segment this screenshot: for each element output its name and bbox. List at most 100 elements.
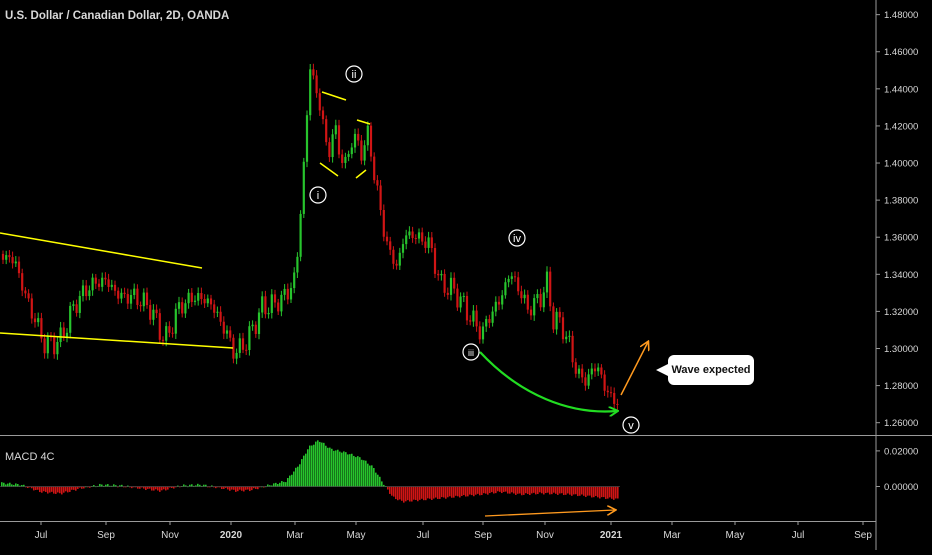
macd-bar bbox=[141, 486, 143, 488]
macd-bar bbox=[469, 486, 471, 495]
candle-body bbox=[235, 352, 238, 359]
candle-body bbox=[485, 319, 488, 327]
macd-bar bbox=[195, 485, 197, 487]
chart-title: U.S. Dollar / Canadian Dollar, 2D, OANDA bbox=[5, 10, 229, 22]
candle-body bbox=[120, 292, 123, 299]
macd-bar bbox=[191, 484, 193, 487]
candle-body bbox=[600, 367, 603, 375]
macd-bar bbox=[485, 486, 487, 494]
macd-bar bbox=[535, 486, 537, 495]
candle-body bbox=[81, 285, 85, 297]
macd-bar bbox=[59, 486, 61, 494]
macd-bar bbox=[447, 486, 449, 498]
macd-bar bbox=[69, 486, 71, 492]
macd-bar bbox=[511, 486, 513, 493]
candle-body bbox=[277, 302, 280, 312]
macd-bar bbox=[143, 486, 145, 489]
candle-body bbox=[293, 272, 296, 289]
price-tick-label: 1.34000 bbox=[884, 270, 918, 281]
macd-bar bbox=[473, 486, 475, 497]
macd-bar bbox=[533, 486, 535, 493]
macd-bar bbox=[521, 486, 523, 496]
candle-body bbox=[366, 125, 369, 146]
candle-body bbox=[465, 296, 469, 321]
candle-body bbox=[241, 338, 245, 350]
macd-bar bbox=[449, 486, 451, 497]
macd-bar bbox=[257, 486, 259, 490]
candle-body bbox=[40, 318, 43, 339]
macd-bar bbox=[53, 486, 55, 494]
macd-bar bbox=[217, 486, 219, 488]
macd-bar bbox=[523, 486, 525, 495]
candle-body bbox=[305, 115, 309, 162]
candle-body bbox=[296, 256, 299, 273]
macd-bar bbox=[315, 441, 317, 487]
macd-bar bbox=[503, 486, 505, 492]
candle-body bbox=[414, 238, 417, 240]
macd-bar bbox=[497, 486, 499, 492]
candle-body bbox=[184, 303, 187, 314]
macd-bar bbox=[279, 482, 281, 487]
candle-body bbox=[376, 180, 379, 186]
macd-bar bbox=[465, 486, 467, 497]
macd-bar bbox=[421, 486, 423, 499]
macd-bar bbox=[529, 486, 531, 496]
macd-bar bbox=[249, 486, 251, 492]
macd-bar bbox=[453, 486, 455, 498]
macd-bar bbox=[47, 486, 49, 494]
candle-body bbox=[62, 327, 65, 338]
macd-bar bbox=[61, 486, 63, 495]
macd-bar bbox=[615, 486, 617, 499]
macd-bar bbox=[237, 486, 239, 492]
macd-bar bbox=[125, 486, 127, 488]
candle-body bbox=[574, 362, 577, 374]
macd-bar bbox=[51, 486, 53, 492]
macd-bar bbox=[171, 486, 173, 488]
candle-body bbox=[341, 154, 344, 163]
callout-text: Wave expected bbox=[671, 364, 751, 376]
macd-bar bbox=[405, 486, 407, 502]
macd-bar bbox=[433, 486, 435, 499]
upper-trendline bbox=[0, 232, 203, 269]
wave-label-circle bbox=[508, 229, 526, 247]
macd-bar bbox=[113, 484, 115, 487]
candle-body bbox=[216, 311, 219, 313]
candle-body bbox=[56, 341, 59, 355]
macd-bar bbox=[481, 486, 483, 496]
candle-body bbox=[65, 332, 69, 338]
macd-bar bbox=[423, 486, 425, 501]
candle-body bbox=[408, 231, 411, 236]
macd-bar bbox=[107, 484, 109, 487]
candle-body bbox=[248, 326, 251, 351]
macd-bar bbox=[531, 486, 533, 494]
price-tick-label: 1.38000 bbox=[884, 196, 918, 207]
macd-bar bbox=[251, 486, 253, 491]
macd-bar bbox=[565, 486, 567, 495]
macd-bar bbox=[603, 486, 605, 498]
candle-body bbox=[565, 336, 568, 340]
macd-bar bbox=[289, 475, 291, 487]
macd-bar bbox=[351, 453, 353, 487]
candle-body bbox=[299, 213, 302, 257]
macd-bar bbox=[617, 486, 619, 499]
candle-body bbox=[171, 332, 174, 334]
macd-bar bbox=[329, 447, 331, 487]
candle-body bbox=[478, 326, 481, 340]
macd-bar bbox=[549, 486, 551, 495]
macd-bar bbox=[293, 471, 295, 487]
macd-bar bbox=[13, 484, 15, 487]
macd-bar bbox=[75, 486, 77, 491]
price-tick-label: 1.42000 bbox=[884, 121, 918, 132]
macd-bar bbox=[369, 465, 371, 487]
candle-body bbox=[357, 133, 360, 141]
macd-bar bbox=[323, 442, 325, 487]
macd-bar bbox=[555, 486, 557, 494]
macd-bar bbox=[135, 486, 137, 488]
time-tick-label: Sep bbox=[854, 530, 872, 541]
macd-bar bbox=[337, 449, 339, 487]
candle-body bbox=[459, 296, 462, 308]
macd-bar bbox=[525, 486, 527, 494]
candle-body bbox=[488, 319, 491, 323]
macd-bar bbox=[539, 486, 541, 493]
macd-bar bbox=[19, 485, 21, 487]
